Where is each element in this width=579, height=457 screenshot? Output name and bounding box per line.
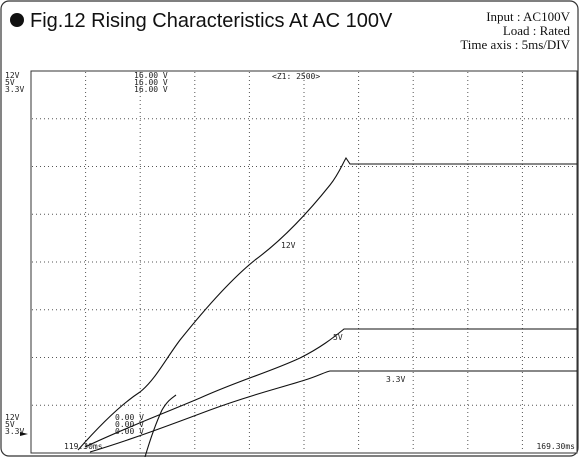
trace-3v3 [89,370,577,453]
title: Fig.12 Rising Characteristics At AC 100V [30,10,393,32]
condition: Time axis : 5ms/DIV [460,37,570,52]
bullet [10,13,24,27]
zoom: <Z1: 2500> [272,72,320,81]
channel: 12V [5,413,20,422]
time-end: 169.30ms [536,442,575,451]
grid [32,72,576,452]
scale: 16.00 V [134,71,168,80]
scale: 16.00 V [134,85,168,94]
condition: Input : AC100V [486,9,570,24]
condition: Load : Rated [503,23,571,38]
ground-marker [20,432,28,436]
trace-12v-start [144,394,177,457]
channel: 5V [5,420,15,429]
offset: 0.00 V [115,427,144,436]
channel: 5V [5,78,15,87]
scope-screen: 12V 5V 3.3V 16.00 V 16.00 V 16.00 V <Z1:… [5,70,578,457]
offset: 0.00 V [115,413,144,422]
trace-5v [84,328,577,448]
trace-label: 5V [333,333,343,342]
time-start: 119.30ms [64,442,103,451]
channel: 3.3V [5,85,24,94]
channel: 12V [5,71,20,80]
trace-label: 12V [281,241,296,250]
trace-label: 3.3V [386,375,405,384]
scale: 16.00 V [134,78,168,87]
channel: 3.3V [5,427,24,436]
offset: 0.00 V [115,420,144,429]
trace-12v [77,156,577,451]
